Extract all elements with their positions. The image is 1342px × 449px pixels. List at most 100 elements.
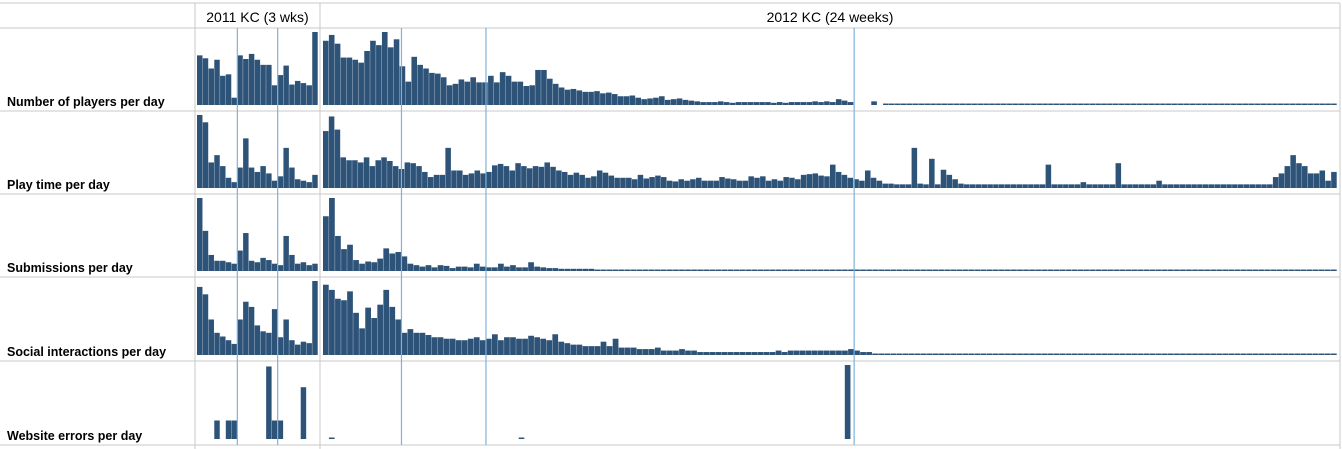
bar-r0-2012-54	[641, 99, 647, 105]
row-label-0: Number of players per day	[7, 95, 165, 109]
bar-r0-2012-58	[664, 99, 671, 105]
column-header-2012: 2012 KC (24 weeks)	[767, 9, 894, 25]
bar-r1-2012-124	[1045, 164, 1052, 188]
bar-r2-2012-94	[890, 269, 897, 271]
bar-r1-2012-6	[357, 162, 364, 188]
bar-r1-2012-111	[969, 184, 976, 188]
bar-r1-2012-37	[538, 166, 545, 188]
bar-r1-2012-171	[1319, 170, 1326, 188]
bar-r3-2012-41	[570, 344, 577, 355]
bar-r2-2012-25	[473, 263, 480, 271]
bar-r4-2011-18	[300, 387, 307, 439]
bar-r1-2012-87	[830, 164, 836, 188]
bar-r1-2012-0	[323, 131, 329, 188]
bar-r1-2012-9	[375, 160, 381, 188]
bar-r3-2012-67	[727, 352, 734, 355]
bar-r3-2012-36	[540, 338, 547, 355]
bar-r2-2012-150	[1228, 269, 1235, 271]
bar-r2-2012-72	[757, 269, 764, 271]
bar-r2-2012-164	[1312, 269, 1319, 271]
bar-r1-2012-108	[952, 179, 958, 188]
bar-r1-2012-102	[917, 183, 923, 188]
bar-r0-2012-127	[1071, 103, 1078, 105]
bar-r1-2012-79	[783, 177, 789, 188]
bar-r3-2012-156	[1264, 353, 1271, 355]
bar-r2-2012-28	[492, 267, 498, 271]
row-labels: Number of players per day Play time per d…	[7, 95, 166, 443]
bar-r0-2012-109	[965, 103, 972, 105]
bar-r3-2012-153	[1246, 353, 1253, 355]
bar-r1-2012-149	[1191, 184, 1197, 188]
bar-r3-2012-10	[383, 289, 390, 355]
bar-r0-2012-124	[1054, 103, 1060, 105]
bar-r1-2012-139	[1133, 184, 1139, 188]
bar-r2-2012-165	[1318, 269, 1325, 271]
bar-r2-2011-9	[248, 260, 255, 271]
bar-r0-2012-130	[1089, 103, 1095, 105]
bar-r0-2012-123	[1048, 103, 1054, 105]
bar-r3-2012-66	[721, 352, 728, 355]
bar-r3-2012-85	[836, 350, 842, 355]
bar-r1-2011-13	[271, 180, 278, 188]
bar-r2-2012-38	[552, 268, 559, 271]
bar-r0-2012-144	[1171, 103, 1178, 105]
bar-r3-2012-148	[1216, 353, 1223, 355]
bar-r3-2012-157	[1270, 353, 1277, 355]
bar-r1-2012-168	[1302, 166, 1308, 188]
bar-r1-2012-33	[515, 163, 521, 188]
bar-r3-2012-166	[1324, 353, 1331, 355]
bar-r3-2012-28	[492, 334, 498, 355]
bar-r3-2012-31	[510, 337, 516, 355]
bar-r3-2012-48	[612, 338, 619, 355]
bar-r0-2012-170	[1325, 103, 1331, 105]
bar-r2-2012-29	[498, 263, 504, 271]
bar-r1-2012-59	[666, 180, 673, 188]
bar-r0-2012-52	[629, 95, 636, 105]
bar-r1-2012-39	[550, 166, 556, 188]
bar-r0-2012-132	[1101, 103, 1107, 105]
bar-r1-2012-130	[1080, 182, 1087, 188]
bar-r3-2012-112	[999, 353, 1005, 355]
bar-r3-2012-68	[733, 352, 740, 355]
bar-r0-2012-35	[529, 85, 535, 105]
bar-r3-2012-167	[1330, 353, 1337, 355]
bar-r2-2012-139	[1161, 269, 1168, 271]
bar-r3-2012-63	[703, 352, 709, 355]
bar-r2-2012-90	[866, 269, 872, 271]
bar-r3-2012-37	[546, 340, 553, 355]
bar-r2-2012-109	[980, 269, 987, 271]
bar-r0-2012-8	[370, 40, 376, 106]
bar-r3-2012-16	[419, 332, 426, 355]
bar-r3-2012-109	[980, 353, 987, 355]
bar-r2-2012-96	[902, 269, 909, 271]
bar-r1-2012-64	[695, 177, 702, 188]
bar-r0-2012-87	[835, 99, 842, 105]
bar-r3-2012-35	[534, 337, 540, 355]
bar-r3-2012-30	[504, 337, 510, 355]
bar-r3-2012-105	[956, 353, 963, 355]
bar-r3-2012-127	[1089, 353, 1096, 355]
bar-r2-2012-83	[823, 269, 830, 271]
bar-r3-2011-7	[237, 319, 243, 355]
bar-r3-2012-40	[564, 343, 571, 355]
bar-r2-2012-156	[1264, 269, 1271, 271]
row-label-3: Social interactions per day	[7, 345, 166, 359]
bar-r1-2011-16	[289, 167, 295, 188]
bar-r3-2012-101	[932, 353, 939, 355]
bar-r1-2012-67	[713, 180, 719, 188]
bar-r1-2012-99	[899, 184, 906, 188]
bar-r0-2012-17	[423, 68, 429, 105]
bar-r3-2012-23	[461, 340, 468, 355]
bar-r3-2012-7	[365, 307, 371, 355]
bar-r3-2012-104	[950, 353, 957, 355]
bar-r2-2012-2	[335, 235, 341, 271]
bar-r3-2012-129	[1101, 353, 1108, 355]
bar-r2-2012-27	[485, 267, 492, 271]
bar-r0-2012-125	[1059, 103, 1066, 105]
bar-r3-2012-71	[751, 352, 758, 355]
bar-r3-2012-100	[926, 353, 933, 355]
bar-r3-2012-69	[739, 352, 746, 355]
bar-r1-2012-106	[940, 169, 947, 188]
bar-r3-2012-32	[516, 338, 522, 355]
bar-r0-2012-81	[800, 102, 807, 105]
